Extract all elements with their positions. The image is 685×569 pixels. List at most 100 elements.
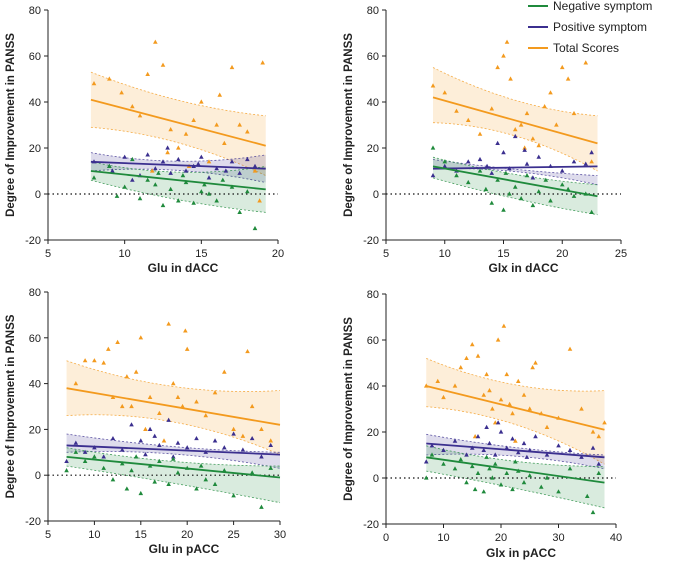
point-positive-symptom xyxy=(536,154,542,159)
point-negative-symptom xyxy=(524,173,530,178)
point-total-scores xyxy=(513,438,518,443)
point-negative-symptom xyxy=(110,477,116,482)
y-tick-label: 0 xyxy=(373,473,379,485)
point-negative-symptom xyxy=(492,461,498,466)
ci-band-positive-symptom xyxy=(426,434,605,469)
point-negative-symptom xyxy=(212,481,218,486)
point-negative-symptom xyxy=(481,489,487,494)
point-positive-symptom xyxy=(268,442,274,448)
point-negative-symptom xyxy=(156,170,161,175)
ci-band-total-scores xyxy=(90,72,266,176)
point-positive-symptom xyxy=(222,445,227,450)
y-tick-label: 60 xyxy=(367,51,379,63)
point-negative-symptom xyxy=(430,145,436,150)
point-positive-symptom xyxy=(143,451,148,457)
point-total-scores xyxy=(518,122,524,127)
point-negative-symptom xyxy=(183,179,189,185)
point-total-scores xyxy=(168,127,173,132)
point-negative-symptom xyxy=(191,200,196,205)
ci-lower-negative-symptom xyxy=(66,465,281,504)
point-positive-symptom xyxy=(571,159,577,164)
y-tick-label: -20 xyxy=(363,235,379,247)
point-total-scores xyxy=(203,413,209,418)
point-negative-symptom xyxy=(259,504,264,509)
point-total-scores xyxy=(524,110,530,116)
point-total-scores xyxy=(214,122,219,127)
y-tick-label: 20 xyxy=(367,143,379,155)
point-total-scores xyxy=(237,122,242,127)
point-positive-symptom xyxy=(183,168,189,173)
x-tick-label: 20 xyxy=(556,248,568,260)
point-positive-symptom xyxy=(73,440,79,445)
point-positive-symptom xyxy=(206,175,212,180)
point-negative-symptom xyxy=(64,468,69,473)
point-negative-symptom xyxy=(498,482,504,487)
x-axis-label: Glu in pACC xyxy=(149,542,220,556)
point-positive-symptom xyxy=(252,163,258,168)
point-total-scores xyxy=(91,81,97,86)
point-negative-symptom xyxy=(538,484,544,489)
point-total-scores xyxy=(252,168,258,173)
point-total-scores xyxy=(542,104,547,109)
point-positive-symptom xyxy=(249,435,255,441)
point-positive-symptom xyxy=(429,443,435,448)
y-tick-label: 80 xyxy=(367,5,379,17)
point-total-scores xyxy=(589,159,594,164)
y-tick-label: 0 xyxy=(35,470,41,482)
point-total-scores xyxy=(160,62,166,67)
point-negative-symptom xyxy=(152,479,158,484)
point-total-scores xyxy=(530,365,535,370)
point-negative-symptom xyxy=(145,177,150,182)
point-positive-symptom xyxy=(145,152,150,157)
ci-lower-positive-symptom xyxy=(426,453,605,470)
point-negative-symptom xyxy=(556,489,561,494)
point-negative-symptom xyxy=(513,459,518,464)
x-tick-label: 10 xyxy=(437,532,449,544)
point-total-scores xyxy=(245,348,250,354)
point-negative-symptom xyxy=(119,461,125,466)
ci-band-negative-symptom xyxy=(90,161,266,213)
point-positive-symptom xyxy=(567,447,573,452)
point-total-scores xyxy=(567,346,573,351)
point-positive-symptom xyxy=(153,166,158,171)
ci-lower-negative-symptom xyxy=(426,470,605,509)
point-negative-symptom xyxy=(170,456,176,461)
point-positive-symptom xyxy=(515,450,521,455)
point-positive-symptom xyxy=(165,145,170,150)
fit-line-positive-symptom xyxy=(66,444,281,456)
point-total-scores xyxy=(442,90,448,95)
point-total-scores xyxy=(259,426,264,431)
point-total-scores xyxy=(249,403,255,409)
point-positive-symptom xyxy=(119,447,125,452)
point-total-scores xyxy=(492,420,498,425)
point-positive-symptom xyxy=(138,438,144,443)
point-total-scores xyxy=(454,108,459,113)
point-negative-symptom xyxy=(501,207,506,212)
point-negative-symptom xyxy=(176,198,181,203)
point-total-scores xyxy=(106,346,111,351)
x-tick-label: 15 xyxy=(497,248,509,260)
point-total-scores xyxy=(596,434,602,439)
point-positive-symptom xyxy=(152,433,158,438)
point-total-scores xyxy=(170,381,176,386)
point-positive-symptom xyxy=(512,133,518,139)
point-positive-symptom xyxy=(442,163,448,168)
point-total-scores xyxy=(191,117,196,122)
point-total-scores xyxy=(495,337,501,342)
point-positive-symptom xyxy=(157,442,162,448)
fit-line-total-scores xyxy=(90,98,266,147)
point-positive-symptom xyxy=(423,459,429,464)
point-total-scores xyxy=(175,394,181,399)
point-total-scores xyxy=(194,399,199,404)
point-positive-symptom xyxy=(237,170,242,175)
point-negative-symptom xyxy=(590,509,596,515)
point-negative-symptom xyxy=(168,186,173,191)
point-total-scores xyxy=(166,321,171,326)
legend-label-negative: Negative symptom xyxy=(553,0,652,13)
point-positive-symptom xyxy=(240,447,246,452)
point-negative-symptom xyxy=(114,193,120,198)
point-total-scores xyxy=(176,145,181,150)
point-total-scores xyxy=(475,353,481,358)
point-negative-symptom xyxy=(571,193,577,198)
point-negative-symptom xyxy=(527,473,533,478)
